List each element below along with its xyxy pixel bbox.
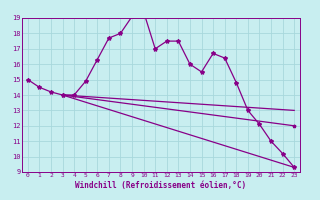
X-axis label: Windchill (Refroidissement éolien,°C): Windchill (Refroidissement éolien,°C) xyxy=(76,181,247,190)
